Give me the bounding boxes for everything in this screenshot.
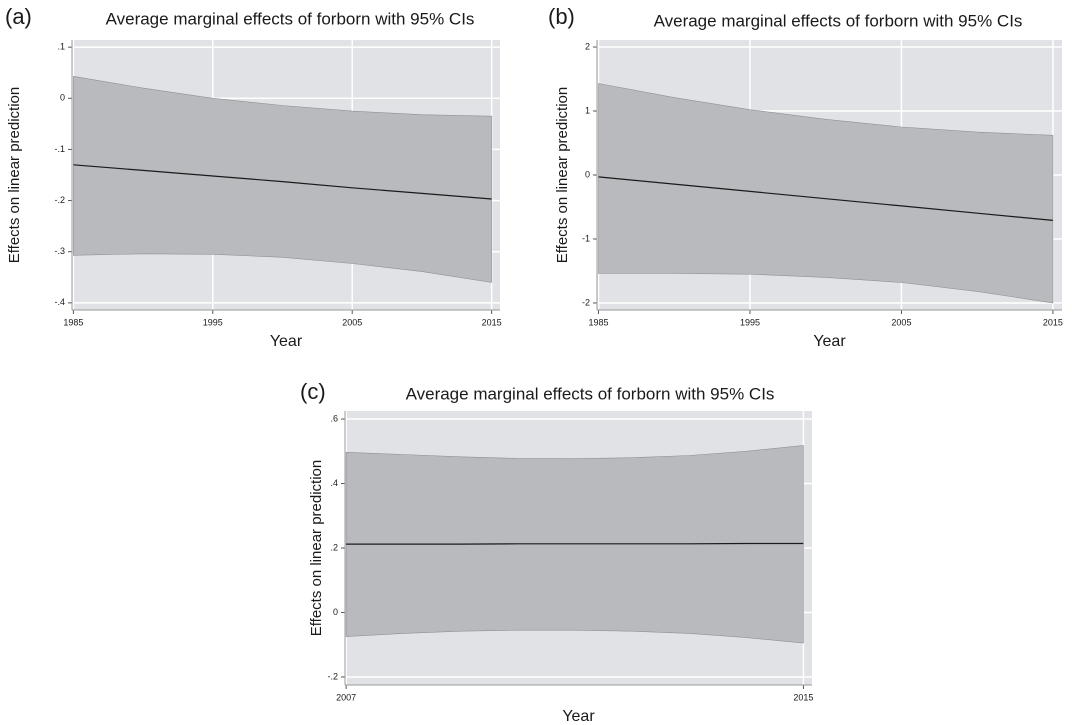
ci-band (598, 83, 1054, 304)
y-tick-label: -2 (582, 297, 590, 307)
x-tick-label: 1995 (740, 317, 760, 327)
y-tick-label: -.2 (327, 671, 338, 681)
y-tick-label: -1 (582, 233, 590, 243)
y-tick-label: 0 (60, 93, 65, 103)
x-tick-label: 2015 (482, 317, 502, 327)
y-tick-label: 1 (585, 105, 590, 115)
chart-title: Average marginal effects of forborn with… (406, 384, 775, 403)
y-tick-label: .6 (330, 413, 338, 423)
y-tick-label: 2 (585, 41, 590, 51)
y-tick-label: -.4 (54, 297, 65, 307)
x-tick-label: 1985 (588, 317, 608, 327)
panel-label: (a) (5, 4, 32, 29)
x-tick-label: 2005 (891, 317, 911, 327)
y-axis-label: Effects on linear prediction (6, 87, 23, 264)
x-axis-label: Year (813, 333, 846, 350)
y-tick-label: .1 (57, 42, 65, 52)
prediction-line (346, 542, 804, 545)
chart-title: Average marginal effects of forborn with… (106, 9, 475, 28)
x-tick-label: 1985 (63, 317, 83, 327)
y-tick-label: 0 (333, 607, 338, 617)
prediction-line (73, 164, 492, 200)
y-tick-label: -.2 (54, 195, 65, 205)
x-tick-label: 2005 (342, 317, 362, 327)
x-axis-label: Year (270, 333, 303, 350)
panel-label: (c) (300, 379, 326, 404)
x-tick-label: 2015 (1043, 317, 1063, 327)
y-tick-label: -.3 (54, 246, 65, 256)
y-axis-label: Effects on linear prediction (308, 460, 325, 637)
ci-band (73, 75, 492, 283)
chart-title: Average marginal effects of forborn with… (654, 11, 1023, 30)
prediction-line (598, 176, 1053, 221)
panel-label: (b) (548, 4, 575, 29)
x-tick-label: 1995 (203, 317, 223, 327)
y-tick-label: .2 (330, 542, 338, 552)
x-axis-label: Year (562, 708, 595, 725)
y-tick-label: 0 (585, 169, 590, 179)
y-tick-label: -.1 (54, 144, 65, 154)
x-tick-label: 2015 (793, 692, 813, 702)
y-tick-label: .4 (330, 478, 338, 488)
y-axis-label: Effects on linear prediction (554, 87, 571, 264)
x-tick-label: 2007 (336, 692, 356, 702)
